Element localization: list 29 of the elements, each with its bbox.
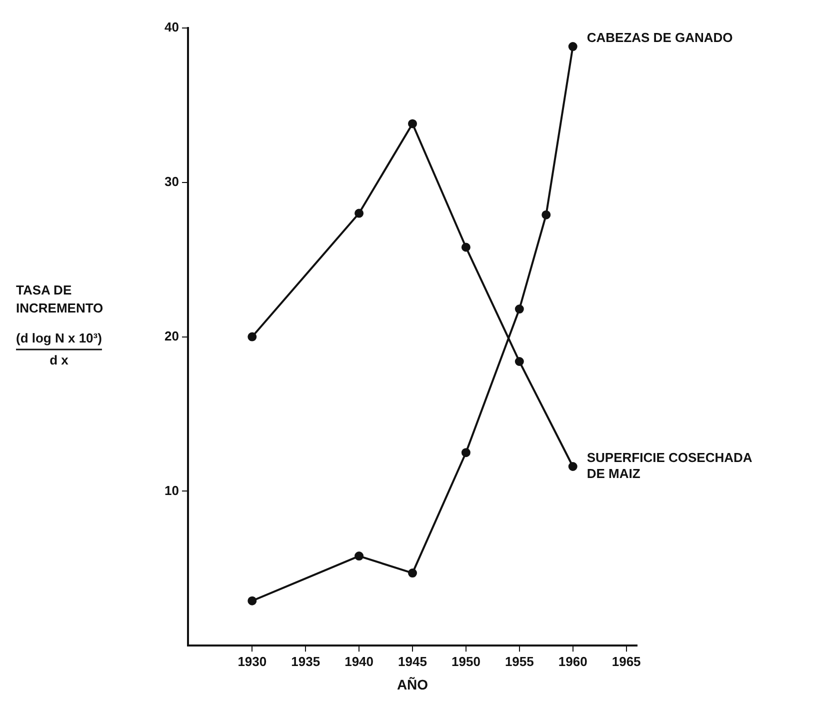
y-tick-label: 10 (164, 482, 179, 498)
point (461, 448, 470, 458)
y-tick-label: 40 (164, 20, 179, 35)
point (248, 596, 257, 606)
y-axis-title: TASA DE INCREMENTO (d log N x 10³) d x (16, 282, 104, 368)
y-tick-label: 30 (164, 174, 179, 189)
x-tick-label: 1965 (612, 654, 641, 669)
point (354, 552, 364, 561)
point (354, 208, 364, 218)
point (408, 119, 417, 128)
point (568, 42, 578, 52)
y-tick-label: 20 (164, 328, 179, 344)
x-tick-label: 1940 (344, 654, 374, 669)
x-tick-label: 1950 (451, 654, 480, 669)
point (542, 210, 551, 220)
point (248, 332, 257, 342)
x-axis-title: AÑO (396, 676, 428, 692)
x-tick-label: 1935 (291, 654, 320, 669)
point (514, 357, 524, 366)
point (408, 568, 417, 578)
series-label: SUPERFICIE COSECHADA DE MAIZ (586, 450, 753, 482)
x-tick-label: 1960 (558, 654, 588, 669)
series-label: CABEZAS DE GANADO (586, 30, 733, 46)
point (461, 242, 470, 252)
x-tick-label: 1955 (504, 654, 534, 669)
point (514, 304, 524, 314)
x-tick-label: 1930 (238, 654, 267, 669)
x-tick-label: 1945 (398, 654, 427, 669)
point (568, 462, 578, 471)
